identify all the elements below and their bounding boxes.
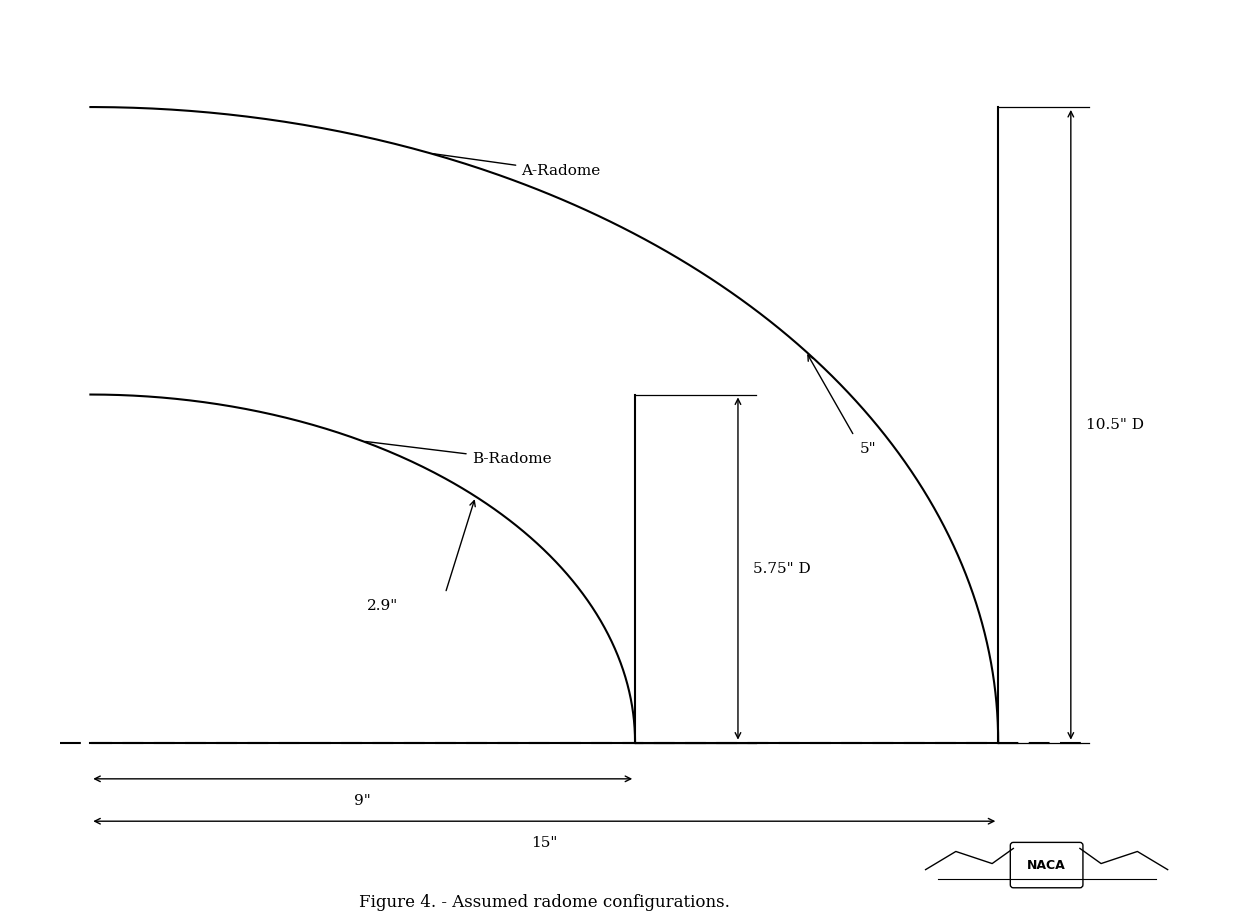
Text: 10.5" D: 10.5" D (1085, 418, 1144, 432)
Text: 5.75" D: 5.75" D (754, 562, 811, 575)
Text: A-Radome: A-Radome (433, 153, 601, 178)
Text: 15": 15" (531, 836, 557, 850)
Text: NACA: NACA (1027, 859, 1065, 872)
FancyBboxPatch shape (1010, 843, 1083, 888)
Text: 9": 9" (354, 794, 371, 808)
Text: 2.9": 2.9" (367, 599, 398, 613)
Text: Figure 4. - Assumed radome configurations.: Figure 4. - Assumed radome configuration… (359, 894, 730, 911)
Text: B-Radome: B-Radome (366, 441, 551, 466)
Text: 5": 5" (860, 442, 876, 456)
